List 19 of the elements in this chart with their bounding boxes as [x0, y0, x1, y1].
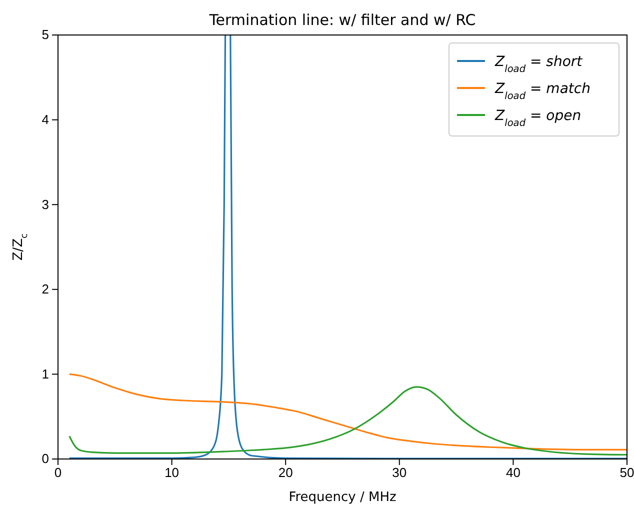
line-series: [68, 373, 627, 450]
x-tick-label: 0: [54, 465, 62, 480]
x-tick-label: 50: [620, 465, 634, 480]
x-tick-label: 30: [392, 465, 407, 480]
line-series: [68, 386, 627, 456]
x-axis-title: Frequency / MHz: [288, 490, 396, 505]
x-tick-label: 40: [506, 465, 520, 480]
y-tick-label: 3: [42, 196, 49, 212]
legend-label: Z$_{load}$ = match: [494, 81, 590, 102]
y-tick-label: 4: [42, 112, 49, 127]
legend-label: Z$_{load}$ = short: [494, 54, 583, 74]
y-tick-label: 2: [42, 282, 49, 297]
legend-label: Z$_{load}$ = open: [494, 108, 582, 128]
x-tick-label: 20: [278, 465, 293, 480]
x-tick-label: 10: [164, 465, 180, 480]
y-tick-label: 5: [42, 27, 49, 42]
chart-title: Termination line: w/ filter and w/ RC: [208, 11, 476, 29]
y-tick-label: 0: [42, 451, 49, 466]
y-tick-label: 1: [42, 366, 49, 382]
